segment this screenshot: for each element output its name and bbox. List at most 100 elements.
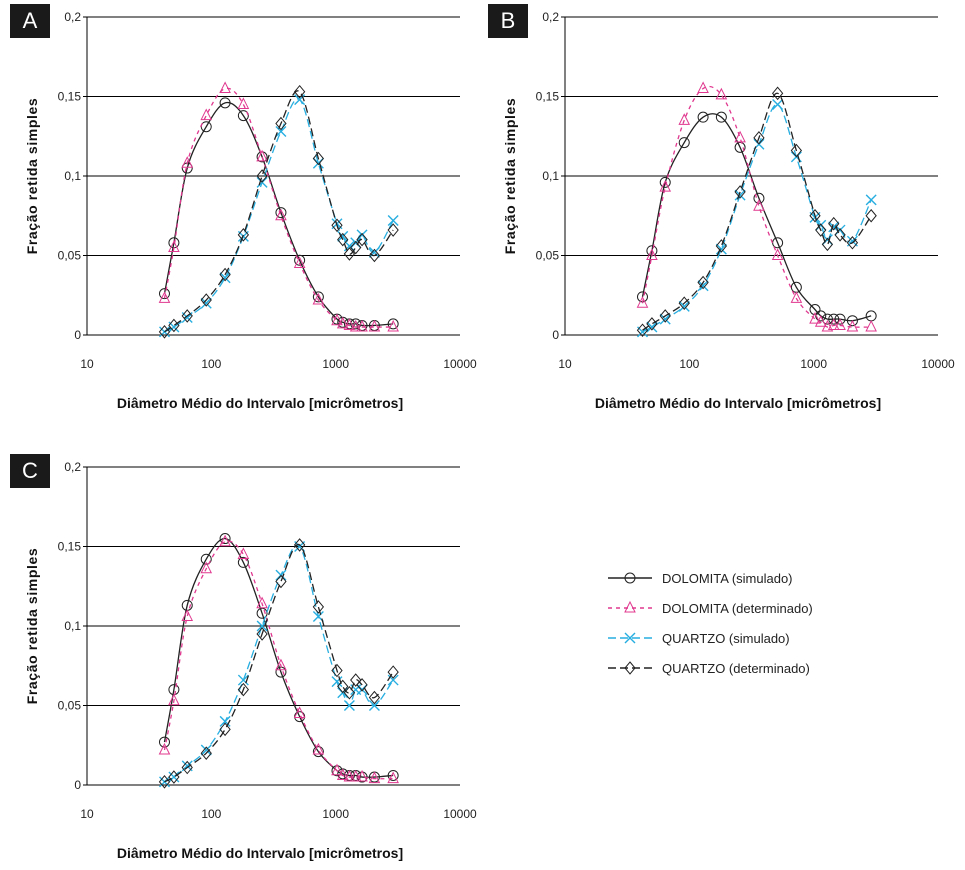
data-point-triangle: [827, 318, 840, 330]
y-axis-label-a: Fração retida simples: [24, 97, 40, 255]
legend-item-quartzo-determinado: QUARTZO (determinado): [604, 656, 904, 680]
data-point-diamond: [337, 679, 349, 694]
y-axis-label-c: Fração retida simples: [24, 547, 40, 705]
data-point-triangle: [275, 208, 287, 221]
data-point-triangle: [343, 318, 356, 330]
data-point-triangle: [158, 742, 171, 755]
x-tick-label: 100: [201, 807, 221, 821]
data-point-triangle: [312, 742, 325, 755]
data-point-diamond: [646, 317, 658, 331]
data-point-triangle: [753, 199, 765, 211]
y-tick-label: 0,2: [542, 10, 559, 24]
data-point-triangle: [331, 313, 343, 326]
data-point-triangle: [237, 97, 250, 109]
series-line: [642, 103, 872, 333]
series-diamond: [636, 86, 877, 338]
data-point-diamond: [846, 235, 859, 250]
data-point-diamond: [356, 678, 368, 692]
x-axis-label-c: Diâmetro Médio do Intervalo [micrômetros…: [116, 845, 404, 861]
data-point-triangle: [387, 319, 399, 332]
data-point-diamond: [368, 248, 381, 263]
chart-a-plot: 0 0,05 0,1 0,15 0,2 10 100 1000 10000: [58, 10, 477, 371]
y-tick-label: 0,05: [536, 249, 560, 263]
chart-panel-a: 0 0,05 0,1 0,15 0,2 10 100 1000 10000 A Fração r…: [0, 0, 477, 420]
data-point-diamond: [715, 239, 728, 253]
data-point-triangle: [200, 108, 213, 121]
data-point-diamond: [168, 770, 180, 784]
y-tick-label: 0: [552, 328, 559, 342]
data-point-diamond: [168, 318, 180, 333]
legend-marker-circle: [624, 572, 636, 584]
data-point-x: [646, 321, 658, 333]
data-point-circle: [312, 291, 324, 303]
data-point-x: [659, 313, 671, 325]
data-point-triangle: [865, 319, 877, 332]
y-axis-label-b: Fração retida simples: [502, 97, 518, 255]
data-point-diamond: [790, 143, 803, 158]
data-point-triangle: [734, 130, 746, 143]
data-point-diamond: [865, 208, 877, 223]
legend-item-dolomita-simulado: DOLOMITA (simulado): [604, 566, 904, 590]
data-point-diamond: [636, 323, 649, 338]
data-point-circle: [828, 313, 840, 325]
chart-legend: DOLOMITA (simulado) DOLOMITA (determinad…: [604, 566, 904, 680]
data-point-diamond: [828, 216, 840, 231]
data-point-circle: [659, 176, 671, 188]
data-point-triangle: [256, 149, 268, 162]
y-tick-label: 0,15: [58, 540, 82, 554]
data-point-x: [200, 744, 212, 756]
data-point-x: [734, 189, 746, 201]
legend-marker-diamond: [624, 661, 636, 675]
series-diamond: [158, 538, 399, 789]
data-point-diamond: [181, 309, 193, 323]
data-point-x: [168, 771, 180, 783]
series-line: [163, 87, 394, 328]
data-point-circle: [815, 310, 827, 322]
legend-marker-x: [624, 632, 636, 644]
y-tick-label: 0,15: [58, 90, 82, 104]
data-point-circle: [753, 192, 765, 204]
x-tick-label: 1000: [322, 357, 349, 371]
data-point-circle: [697, 111, 709, 123]
data-point-diamond: [237, 682, 250, 697]
data-point-diamond: [350, 240, 362, 255]
data-point-diamond: [387, 665, 399, 679]
legend-swatch-dolomita-simulado: [608, 572, 652, 584]
y-tick-label: 0,05: [58, 699, 82, 713]
x-tick-label: 10000: [443, 357, 477, 371]
data-point-diamond: [697, 275, 709, 290]
data-point-triangle: [219, 534, 231, 547]
legend-marker-triangle: [624, 600, 636, 613]
data-point-diamond: [771, 86, 784, 101]
data-point-diamond: [256, 169, 268, 183]
data-point-triangle: [846, 319, 859, 332]
data-point-circle: [846, 315, 858, 327]
data-point-circle: [387, 769, 399, 781]
data-point-diamond: [734, 185, 746, 199]
data-point-triangle: [356, 319, 368, 332]
data-point-circle: [237, 556, 249, 568]
data-point-triangle: [181, 156, 194, 168]
data-point-triangle: [368, 771, 381, 784]
data-point-diamond: [237, 228, 250, 242]
data-point-triangle: [809, 311, 821, 324]
data-point-triangle: [293, 256, 306, 268]
data-point-triangle: [168, 693, 180, 706]
x-axis-label-b: Diâmetro Médio do Intervalo [micrômetros…: [594, 395, 882, 411]
data-point-diamond: [181, 760, 193, 775]
data-point-x: [368, 246, 380, 258]
data-point-diamond: [343, 247, 356, 261]
chart-c-plot: 0 0,05 0,1 0,15 0,2 10 100 1000 10000: [58, 460, 477, 821]
panel-label-b: B: [488, 4, 528, 38]
data-point-circle: [834, 313, 846, 325]
legend-item-dolomita-determinado: DOLOMITA (determinado): [604, 596, 904, 620]
y-tick-label: 0,15: [536, 90, 560, 104]
series-x: [158, 541, 399, 788]
data-point-circle: [387, 318, 399, 330]
data-point-diamond: [200, 746, 212, 760]
x-axis-label-a: Diâmetro Médio do Intervalo [micrômetros…: [116, 395, 404, 411]
data-point-triangle: [771, 248, 784, 260]
x-tick-label: 10000: [921, 357, 955, 371]
data-point-x: [275, 125, 287, 137]
data-point-circle: [219, 533, 231, 545]
